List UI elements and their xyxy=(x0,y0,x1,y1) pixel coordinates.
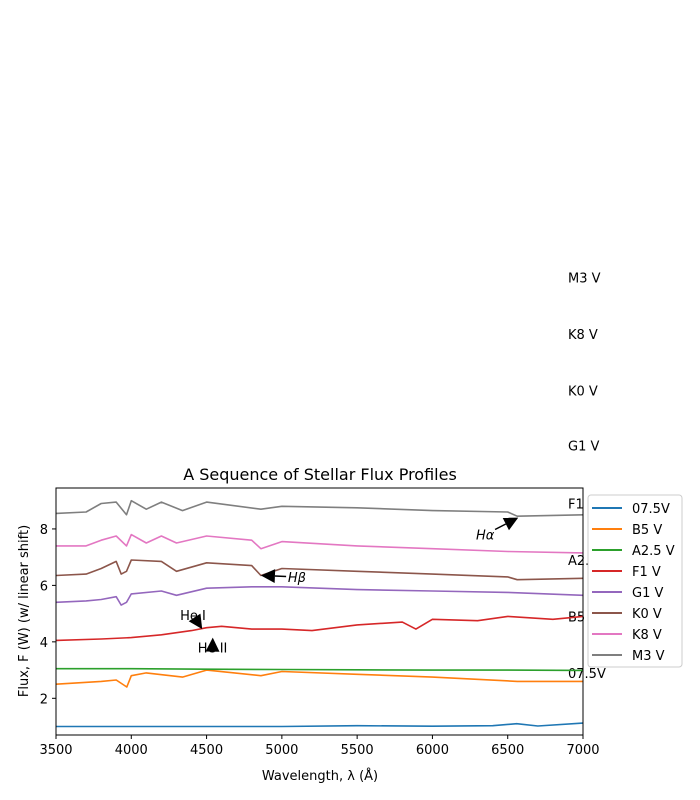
y-tick-label: 4 xyxy=(40,636,48,651)
x-tick-label: 4000 xyxy=(115,743,148,758)
axes-frame xyxy=(55,487,584,736)
annotation-label: He I xyxy=(180,609,206,624)
series-line-7 xyxy=(55,499,584,517)
series-line-3 xyxy=(55,615,584,642)
chart-title: A Sequence of Stellar Flux Profiles xyxy=(183,465,457,484)
annotation-label: Hα xyxy=(476,529,495,544)
series-line-6 xyxy=(56,533,584,554)
y-tick-label: 8 xyxy=(40,523,48,538)
x-tick-label: 6500 xyxy=(491,743,524,758)
x-tick-label: 4500 xyxy=(190,743,223,758)
series-line-2 xyxy=(56,667,584,672)
y-tick-label: 6 xyxy=(40,579,48,594)
series-line-4 xyxy=(55,586,584,606)
legend-items: 07.5V B5 V A2.5 V F1 V G1 V K0 V K8 V M3 V xyxy=(592,502,675,664)
annotation-arrow-head xyxy=(502,517,519,531)
series-line-5 xyxy=(55,559,584,581)
legend-label: M3 V xyxy=(632,649,665,664)
spectral-type-label: G1 V xyxy=(568,440,599,455)
x-tick-label: 6000 xyxy=(416,743,449,758)
x-axis-ticks: 3500 4000 4500 5000 5500 6000 6500 7000 xyxy=(39,735,600,758)
series-line-1 xyxy=(55,669,583,688)
legend-label: A2.5 V xyxy=(632,544,675,559)
series-layer xyxy=(55,499,584,728)
x-tick-label: 5000 xyxy=(265,743,298,758)
annotation-layer: Hα Hβ He I He II xyxy=(180,517,519,656)
spectral-type-label: 07.5V xyxy=(568,667,606,682)
y-axis-ticks: 2 4 6 8 xyxy=(40,523,56,707)
annotation-label: Hβ xyxy=(288,571,306,586)
annotation-arrow-shaft xyxy=(494,523,507,531)
y-tick-label: 2 xyxy=(40,692,48,707)
x-tick-label: 5500 xyxy=(341,743,374,758)
series-line-0 xyxy=(56,722,584,728)
plot-area: Hα Hβ He I He II xyxy=(55,487,584,736)
legend: 07.5V B5 V A2.5 V F1 V G1 V K0 V K8 V M3 V xyxy=(587,494,683,668)
x-axis-label: Wavelength, λ (Å) xyxy=(262,768,378,784)
legend-label: B5 V xyxy=(632,523,662,538)
x-tick-label: 3500 xyxy=(39,743,72,758)
legend-label: G1 V xyxy=(632,586,663,601)
x-tick-label: 7000 xyxy=(566,743,599,758)
annotation-label: He II xyxy=(198,641,228,656)
annotation-arrow-head xyxy=(205,637,220,652)
annotation-arrow-head xyxy=(188,613,203,630)
legend-box xyxy=(587,494,683,668)
legend-label: K0 V xyxy=(632,607,662,622)
y-axis-label: Flux, F (W) (w/ linear shift) xyxy=(17,525,32,697)
legend-label: K8 V xyxy=(632,628,662,643)
spectral-type-label: K0 V xyxy=(568,385,598,400)
spectral-type-label: K8 V xyxy=(568,328,598,343)
legend-label: 07.5V xyxy=(632,502,670,517)
spectral-type-label: M3 V xyxy=(568,272,601,287)
legend-label: F1 V xyxy=(632,565,661,580)
annotation-arrow-head xyxy=(260,569,276,584)
